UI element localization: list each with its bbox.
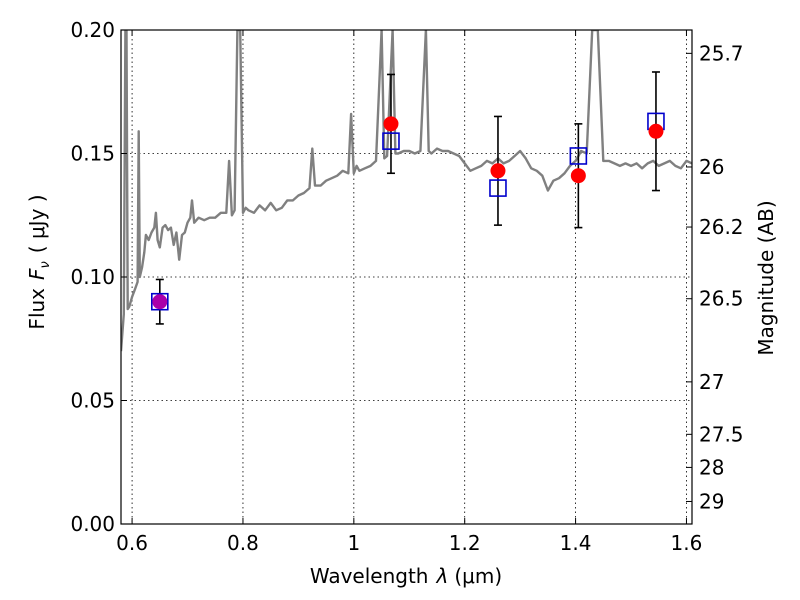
x-tick-label: 1.6 [671, 531, 703, 555]
x-axis-label: Wavelength λ (μm) [310, 564, 502, 588]
x-tick-label: 0.8 [227, 531, 259, 555]
observed-point-marker [648, 123, 664, 139]
right-tick-label: 27 [699, 370, 724, 394]
model-photometry-square [151, 292, 169, 311]
right-tick-label: 26.2 [699, 215, 744, 239]
observed-point-marker [570, 168, 586, 184]
x-tick-label: 1.4 [560, 531, 592, 555]
observed-point-marker [152, 294, 168, 310]
y-tick-label: 0.05 [70, 389, 115, 413]
right-tick-label: 25.7 [699, 41, 744, 65]
y-tick-label: 0.15 [70, 142, 115, 166]
y-axis-right-label: Magnitude (AB) [754, 200, 778, 355]
model-photometry-square [382, 132, 400, 150]
right-tick-label: 28 [699, 455, 724, 479]
right-tick-label: 26 [699, 155, 724, 179]
observed-point-marker [490, 163, 506, 179]
data-points [151, 71, 665, 325]
model-photometry-square [489, 179, 507, 197]
model-spectrum-line [121, 30, 692, 352]
x-tick-label: 1.2 [449, 531, 481, 555]
model-photometry-square [569, 147, 588, 165]
x-tick-label: 0.6 [116, 531, 148, 555]
observed-point-marker [383, 116, 399, 132]
right-tick-label: 26.5 [699, 287, 744, 311]
right-tick-label: 29 [699, 489, 724, 513]
y-tick-label: 0.10 [70, 265, 115, 289]
model-spectrum [121, 30, 692, 352]
y-tick-label: 0.00 [70, 512, 115, 536]
axis-ticks: 0.6 0.8 1 1.2 1.4 1.6 0.00 0.05 0.10 0.15 0.20 25.7… [70, 18, 743, 555]
x-tick-label: 1 [347, 531, 360, 555]
right-tick-label: 27.5 [699, 422, 744, 446]
y-tick-label: 0.20 [70, 18, 115, 42]
y-axis-left-label: FluxFν( μJy ) [25, 194, 53, 329]
